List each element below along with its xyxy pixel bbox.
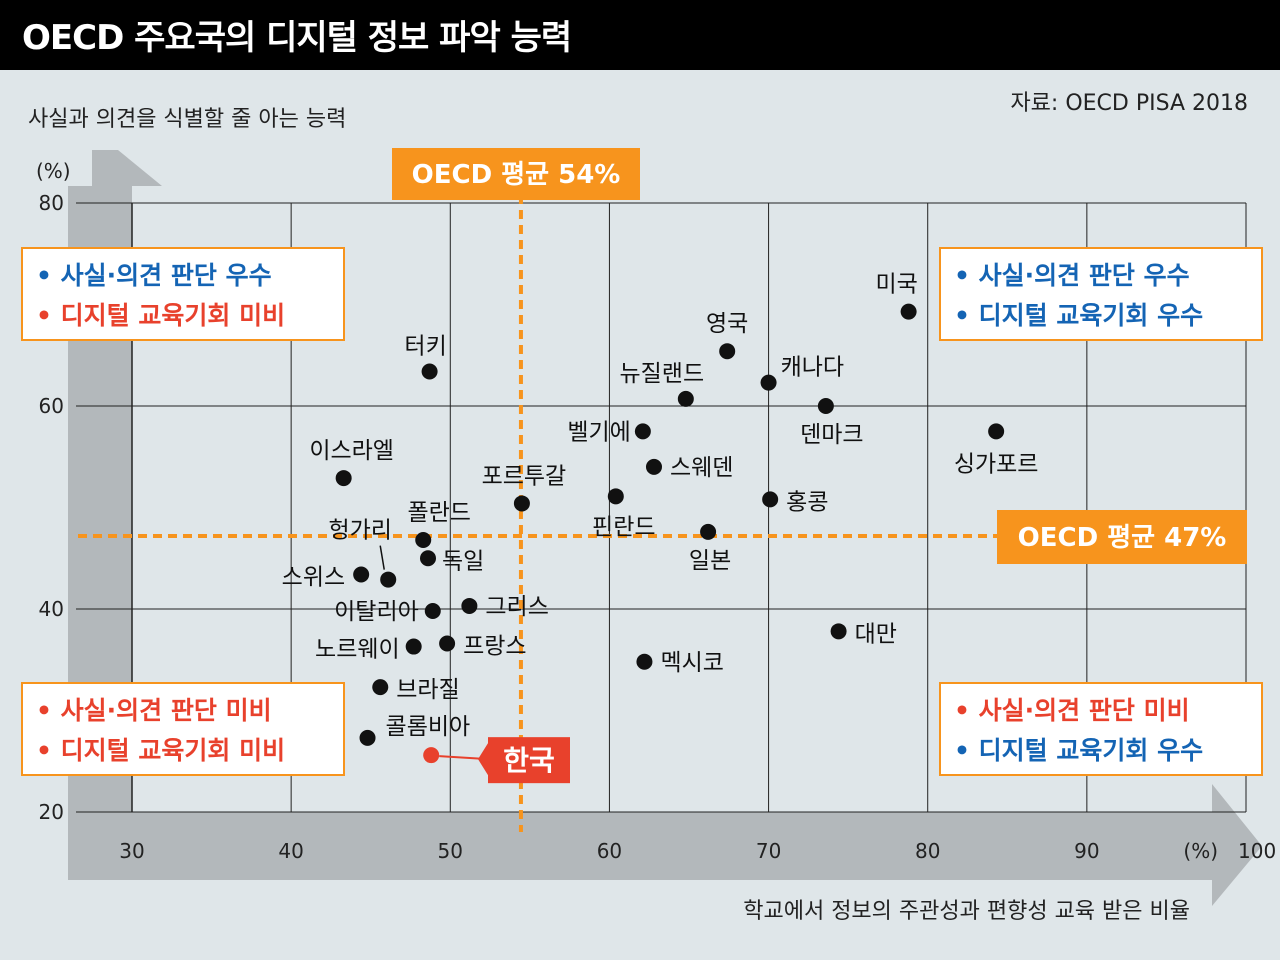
- x-tick-label: 50: [438, 839, 463, 863]
- quadrant-box-top-left: [21, 247, 345, 341]
- data-point: [760, 374, 777, 391]
- quadrant-text: • 사실·의견 판단 우수: [954, 261, 1190, 290]
- data-label: 덴마크: [800, 422, 863, 448]
- data-label: 일본: [689, 548, 731, 574]
- quadrant-box-top-right: [939, 247, 1263, 341]
- data-point: [830, 623, 847, 640]
- data-label: 뉴질랜드: [619, 361, 704, 387]
- quadrant-text: • 디지털 교육기회 미비: [36, 301, 285, 330]
- data-label: 브라질: [396, 677, 459, 703]
- quadrant-text: • 디지털 교육기회 우수: [954, 736, 1203, 765]
- y-axis-unit: (%): [36, 159, 71, 183]
- data-point: [424, 603, 441, 620]
- x-axis-unit: (%): [1183, 839, 1218, 863]
- y-tick-label: 80: [39, 191, 64, 215]
- quadrant-text: • 사실·의견 판단 미비: [954, 696, 1190, 725]
- data-point: [988, 423, 1005, 440]
- data-point: [380, 571, 397, 588]
- data-label: 노르웨이: [315, 637, 400, 663]
- data-point: [353, 566, 370, 583]
- korea-label-box: [488, 737, 570, 784]
- leader-line: [379, 545, 385, 570]
- data-label: 독일: [442, 548, 484, 574]
- data-point: [719, 343, 736, 360]
- page-title: OECD 주요국의 디지털 정보 파악 능력: [22, 18, 572, 58]
- data-label: 멕시코: [660, 650, 723, 676]
- data-label: 대만: [855, 621, 897, 647]
- data-point: [817, 398, 834, 414]
- quadrant-boxes: • 사실·의견 판단 우수 • 디지털 교육기회 미비 • 사실·의견 판단 우수 •…: [21, 247, 1263, 776]
- quadrant-text: • 디지털 교육기회 미비: [36, 736, 285, 765]
- data-point: [415, 531, 432, 548]
- data-label: 미국: [875, 272, 917, 298]
- x-axis-label: 학교에서 정보의 주관성과 편향성 교육 받은 비율: [743, 899, 1190, 924]
- data-label: 스위스: [282, 564, 345, 590]
- data-point: [372, 679, 389, 696]
- data-point: [405, 638, 422, 655]
- ref-label-y-box: [997, 510, 1247, 564]
- x-tick-label: 100: [1238, 839, 1276, 863]
- data-label: 이탈리아: [334, 599, 419, 625]
- data-point: [700, 523, 717, 540]
- data-label: 이스라엘: [309, 438, 394, 464]
- data-point: [900, 303, 917, 320]
- data-label: 프랑스: [463, 634, 526, 660]
- data-point: [421, 363, 438, 380]
- y-tick-label: 60: [39, 394, 64, 418]
- data-label: 캐나다: [781, 355, 844, 381]
- x-tick-label: 60: [597, 839, 622, 863]
- data-label: 헝가리: [328, 518, 391, 544]
- data-point: [420, 550, 437, 567]
- data-label: 핀란드: [592, 514, 655, 540]
- x-tick-label: 40: [278, 839, 303, 863]
- data-point: [762, 491, 779, 508]
- x-tick-label: 30: [119, 839, 144, 863]
- data-point: [439, 635, 456, 652]
- y-tick-label: 40: [39, 597, 64, 621]
- data-point: [645, 458, 662, 475]
- data-label: 벨기에: [567, 419, 630, 445]
- quadrant-text: • 사실·의견 판단 우수: [36, 261, 272, 290]
- data-label: 싱가포르: [954, 451, 1039, 477]
- x-axis-arrow: [68, 784, 1262, 906]
- data-label: 스웨덴: [670, 455, 733, 481]
- korea-label-pointer: [478, 743, 488, 776]
- reference-lines: OECD 평균 54% OECD 평균 47%: [78, 148, 1247, 832]
- quadrant-box-bottom-left: [21, 682, 345, 776]
- data-point: [636, 653, 653, 670]
- ref-label-y: OECD 평균 47%: [1018, 523, 1227, 553]
- scatter-chart: OECD 평균 54% OECD 평균 47% 30 40 50 60 70 80 90 100…: [21, 91, 1277, 924]
- x-tick-label: 90: [1074, 839, 1099, 863]
- ref-label-x-box: [392, 148, 640, 200]
- data-point: [677, 390, 694, 407]
- data-point: [513, 495, 530, 512]
- data-point-korea: [423, 747, 440, 764]
- y-tick-label: 20: [39, 800, 64, 824]
- tick-labels: 30 40 50 60 70 80 90 100 20 40 60 80: [39, 191, 1277, 863]
- source-note: 자료: OECD PISA 2018: [1010, 91, 1248, 116]
- data-label: 콜롬비아: [386, 714, 471, 740]
- data-point: [607, 488, 624, 505]
- data-label: 터키: [404, 333, 446, 359]
- x-tick-label: 70: [756, 839, 781, 863]
- data-point: [359, 729, 376, 746]
- data-label: 포르투갈: [482, 463, 567, 489]
- data-label: 홍콩: [786, 489, 828, 515]
- ref-label-x: OECD 평균 54%: [412, 160, 621, 190]
- data-label: 폴란드: [407, 500, 470, 526]
- data-label-korea: 한국: [503, 744, 555, 777]
- data-point: [335, 470, 352, 487]
- x-tick-label: 80: [915, 839, 940, 863]
- quadrant-text: • 사실·의견 판단 미비: [36, 696, 272, 725]
- data-point: [634, 423, 651, 440]
- y-axis-label: 사실과 의견을 식별할 줄 아는 능력: [28, 107, 346, 132]
- quadrant-box-bottom-right: [939, 682, 1263, 776]
- title-bar: OECD 주요국의 디지털 정보 파악 능력: [0, 0, 1280, 70]
- data-label: 영국: [706, 311, 748, 337]
- data-label: 그리스: [485, 594, 548, 620]
- data-point: [461, 597, 478, 614]
- quadrant-text: • 디지털 교육기회 우수: [954, 301, 1203, 330]
